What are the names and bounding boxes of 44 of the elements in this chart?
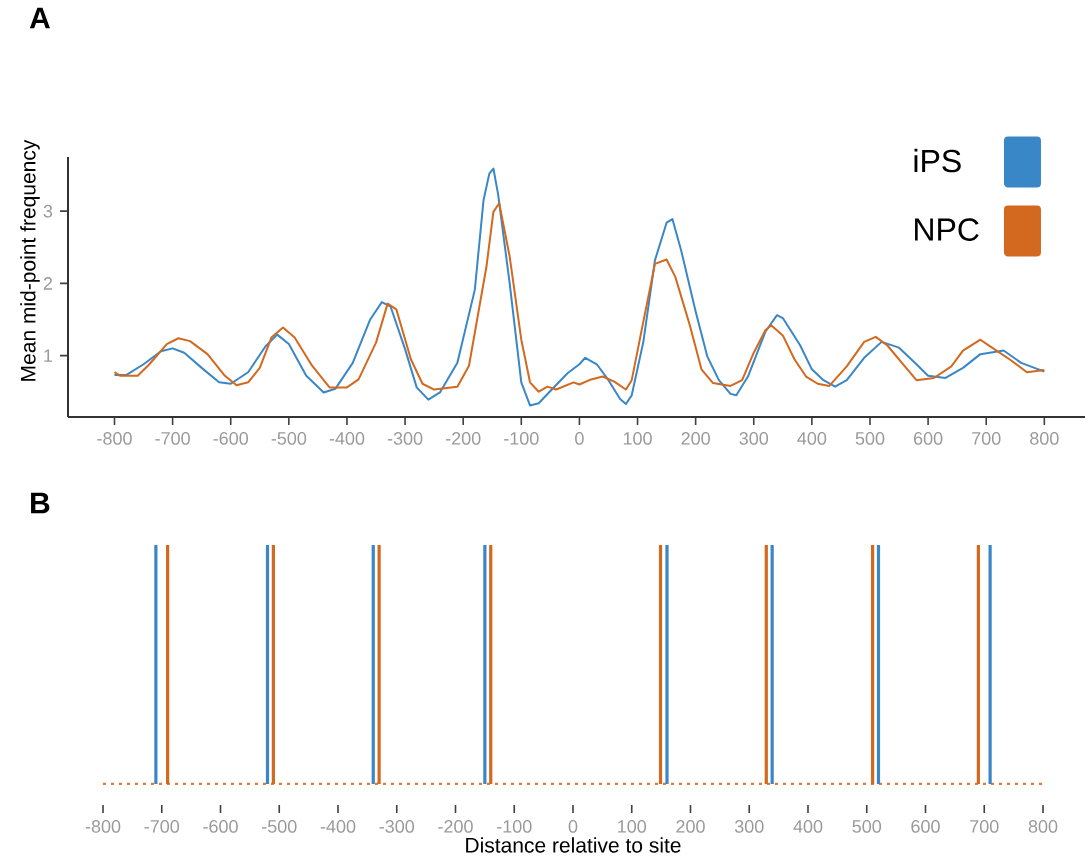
y-tick-label: 3 — [43, 204, 53, 218]
x-tick-label: -500 — [262, 820, 297, 833]
legend-label: iPS — [914, 148, 961, 173]
x-tick-label: -600 — [203, 820, 238, 833]
x-tick-label: -300 — [387, 432, 423, 445]
x-tick-label: 600 — [911, 820, 940, 833]
x-tick-label: 700 — [970, 820, 999, 833]
y-tick-label: 1 — [44, 349, 53, 362]
x-tick-label: 0 — [575, 432, 584, 445]
x-axis-title: Distance relative to site — [466, 837, 681, 853]
x-tick-label: 300 — [739, 432, 769, 445]
x-tick-label: -300 — [379, 820, 415, 833]
y-tick-label: 2 — [43, 277, 53, 290]
x-tick-label: 400 — [797, 432, 827, 445]
x-tick-label: 100 — [623, 432, 652, 445]
x-tick-label: 500 — [852, 820, 882, 833]
x-tick-label: -800 — [85, 820, 121, 833]
x-tick-label: 200 — [676, 820, 705, 833]
line-series — [113, 202, 1046, 393]
x-tick-label: -200 — [438, 820, 473, 833]
legend-label: NPC — [915, 218, 979, 241]
x-tick-label: 100 — [618, 820, 647, 833]
x-tick-label: -200 — [445, 432, 481, 445]
x-tick-label: 300 — [734, 820, 764, 833]
x-tick-label: -400 — [329, 432, 365, 445]
x-tick-label: 800 — [1030, 432, 1059, 445]
x-tick-label: 0 — [568, 820, 578, 833]
x-tick-label: -400 — [320, 820, 356, 833]
x-tick-label: 200 — [681, 432, 710, 445]
x-tick-label: 600 — [913, 432, 943, 445]
x-tick-label: -700 — [155, 432, 190, 445]
chart-title: A — [29, 7, 50, 29]
x-tick-label: -700 — [144, 820, 180, 833]
chart-title: B — [31, 492, 50, 514]
x-tick-label: 700 — [972, 432, 1001, 445]
x-tick-label: -100 — [497, 820, 532, 833]
x-tick-label: 800 — [1028, 820, 1058, 833]
x-tick-label: -600 — [213, 432, 249, 445]
y-axis-title: Mean mid-point frequency — [20, 139, 40, 381]
x-tick-label: -100 — [504, 432, 539, 445]
x-tick-label: -800 — [97, 432, 132, 445]
x-tick-label: 500 — [855, 432, 885, 445]
x-tick-label: -500 — [271, 432, 307, 445]
x-tick-label: 400 — [793, 820, 823, 833]
